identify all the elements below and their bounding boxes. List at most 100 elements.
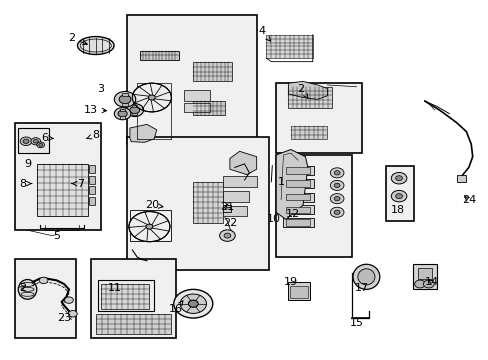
Ellipse shape [77, 37, 114, 54]
Polygon shape [130, 125, 157, 142]
Bar [193, 62, 232, 81]
Text: 2: 2 [68, 33, 87, 45]
Circle shape [130, 107, 140, 114]
Text: 15: 15 [349, 319, 363, 328]
Circle shape [68, 311, 77, 317]
Bar [285, 219, 310, 226]
Bar [285, 167, 310, 174]
Text: 21: 21 [220, 202, 234, 212]
Bar [222, 205, 231, 212]
Circle shape [224, 233, 230, 238]
Text: 11: 11 [108, 283, 122, 293]
Bar [122, 93, 128, 96]
Bar [89, 197, 95, 205]
Text: 3: 3 [97, 84, 104, 94]
Text: 16: 16 [169, 301, 183, 314]
Circle shape [395, 176, 402, 181]
Circle shape [390, 172, 406, 184]
Text: 13: 13 [84, 105, 106, 115]
Text: 2: 2 [296, 84, 308, 99]
Bar [412, 264, 436, 289]
Circle shape [146, 224, 153, 229]
Bar [222, 206, 246, 216]
Text: 17: 17 [354, 283, 368, 293]
Bar [18, 128, 49, 153]
Text: 5: 5 [53, 231, 60, 240]
Circle shape [23, 139, 29, 143]
Bar [130, 211, 171, 241]
Circle shape [64, 297, 73, 303]
Bar [15, 123, 101, 230]
Circle shape [219, 230, 235, 241]
Circle shape [132, 83, 171, 112]
Polygon shape [229, 151, 256, 175]
Text: 24: 24 [461, 195, 475, 205]
Bar [91, 259, 176, 338]
Bar [385, 166, 413, 221]
Circle shape [330, 168, 343, 178]
Circle shape [333, 197, 339, 201]
Text: 2: 2 [19, 283, 26, 293]
Circle shape [118, 110, 127, 117]
Text: 12: 12 [285, 209, 300, 219]
Text: 7: 7 [72, 179, 84, 189]
Bar [132, 113, 137, 115]
Bar [222, 191, 249, 202]
Bar [285, 180, 310, 187]
Circle shape [173, 289, 212, 318]
Bar [140, 51, 178, 60]
Circle shape [148, 95, 155, 100]
Circle shape [330, 194, 343, 204]
Text: 9: 9 [24, 159, 31, 169]
Ellipse shape [352, 264, 379, 289]
Bar [285, 194, 310, 201]
Text: 8: 8 [86, 130, 99, 140]
Text: 4: 4 [258, 26, 270, 41]
Bar [282, 218, 314, 226]
Circle shape [390, 190, 406, 202]
Bar [89, 186, 95, 194]
Circle shape [333, 171, 339, 175]
Circle shape [114, 91, 136, 107]
Text: 14: 14 [424, 277, 438, 287]
Circle shape [31, 138, 41, 145]
Bar [222, 176, 256, 187]
Bar [89, 176, 95, 184]
Bar [290, 126, 327, 139]
Text: 19: 19 [283, 277, 297, 287]
Bar [266, 35, 312, 58]
Text: 18: 18 [390, 206, 405, 216]
Bar [89, 165, 95, 173]
Circle shape [330, 207, 343, 217]
Bar [290, 286, 307, 298]
Bar [282, 179, 314, 188]
Bar [282, 166, 314, 175]
Bar [417, 268, 431, 279]
Bar [183, 103, 210, 112]
Circle shape [333, 210, 339, 215]
Bar [37, 164, 88, 216]
Text: 8: 8 [19, 179, 32, 189]
Text: 6: 6 [41, 133, 54, 143]
Circle shape [37, 142, 44, 148]
Bar [282, 205, 314, 214]
Circle shape [188, 300, 198, 307]
Text: 22: 22 [223, 218, 237, 228]
Circle shape [114, 108, 131, 120]
Bar [288, 87, 331, 108]
Circle shape [414, 280, 425, 288]
Text: 10: 10 [266, 215, 280, 224]
Bar [276, 83, 361, 153]
Circle shape [423, 280, 433, 288]
Bar [127, 15, 256, 144]
Bar [183, 90, 210, 101]
Bar [282, 193, 314, 202]
Circle shape [39, 277, 48, 284]
Circle shape [39, 143, 42, 146]
Bar [120, 109, 125, 111]
Circle shape [129, 212, 169, 242]
Bar [98, 280, 154, 311]
Bar [120, 116, 125, 118]
Bar [122, 103, 128, 105]
Text: 23: 23 [57, 313, 71, 323]
